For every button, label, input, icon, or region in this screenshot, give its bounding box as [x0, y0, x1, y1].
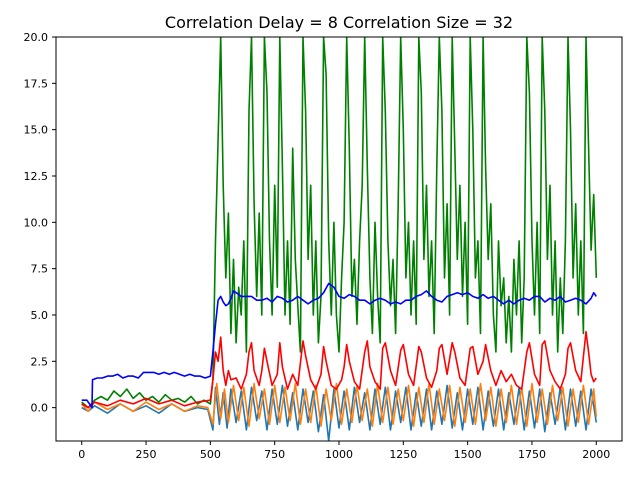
y-tick-label: 15.0: [24, 124, 49, 137]
series-line-3: [81, 37, 598, 409]
x-tick-label: 1750: [518, 448, 546, 461]
y-tick-label: 20.0: [24, 31, 49, 44]
y-tick-label: 17.5: [24, 77, 49, 90]
x-tick-label: 500: [200, 448, 221, 461]
series-line-1: [81, 384, 598, 441]
x-tick-label: 250: [136, 448, 157, 461]
chart-title: Correlation Delay = 8 Correlation Size =…: [165, 13, 513, 32]
series-layer: [81, 37, 598, 441]
x-tick-label: 1000: [325, 448, 353, 461]
x-tick-label: 2000: [582, 448, 610, 461]
series-line-2: [81, 382, 598, 427]
series-line-5: [81, 282, 597, 409]
x-tick-label: 1500: [454, 448, 482, 461]
y-tick-label: 5.0: [31, 309, 49, 322]
x-tick-label: 1250: [389, 448, 417, 461]
x-tick-label: 0: [78, 448, 85, 461]
y-tick-label: 10.0: [24, 216, 49, 229]
x-axis: 0 250 500 750 1000 1250 1500 1750 2000: [78, 441, 610, 461]
y-tick-label: 0.0: [31, 402, 49, 415]
x-tick-label: 750: [264, 448, 285, 461]
y-tick-label: 2.5: [31, 355, 49, 368]
y-tick-label: 12.5: [24, 170, 49, 183]
y-axis: 0.0 2.5 5.0 7.5 10.0 12.5 15.0 17.5 20.0: [24, 31, 56, 415]
series-line-4: [81, 330, 597, 409]
y-tick-label: 7.5: [31, 263, 49, 276]
